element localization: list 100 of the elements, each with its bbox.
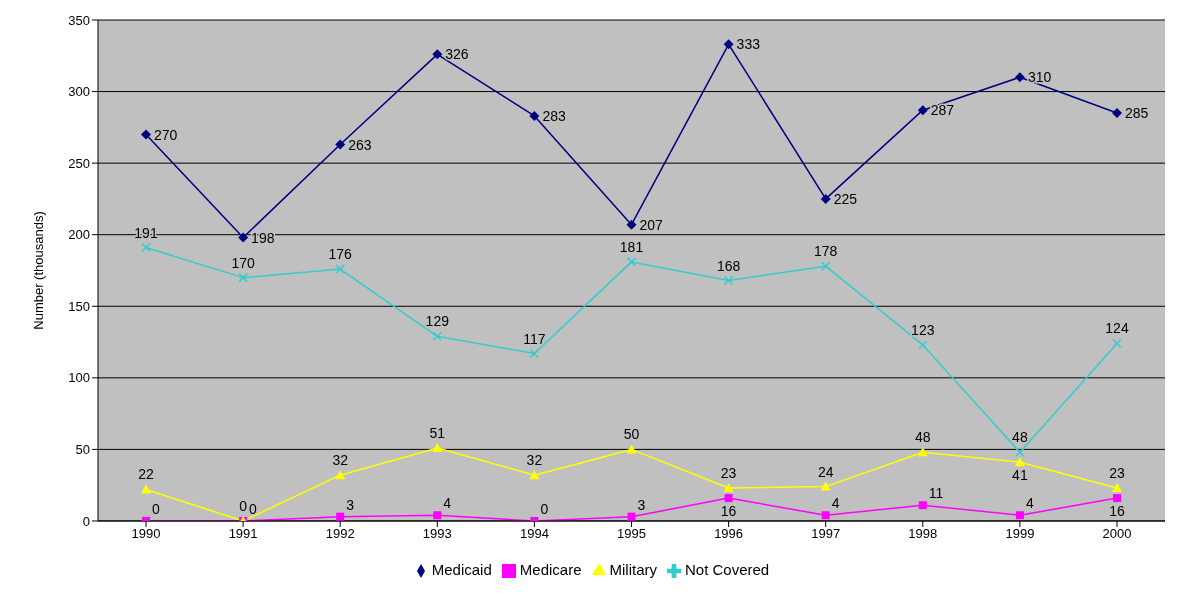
data-label: 22: [138, 466, 154, 483]
point: [1015, 447, 1025, 458]
point: [917, 447, 928, 457]
data-label: 310: [1027, 69, 1052, 86]
data-label: 178: [814, 243, 838, 260]
data-label: 287: [930, 102, 955, 119]
point: [1015, 511, 1024, 520]
legend-label: Medicaid: [431, 560, 492, 578]
point: [918, 340, 928, 350]
point: [238, 272, 248, 283]
data-label: 181: [619, 238, 644, 255]
point: [141, 129, 151, 140]
data-label: 207: [639, 216, 664, 233]
point: [626, 219, 637, 230]
point: [432, 442, 443, 452]
data-label: 23: [1109, 465, 1125, 482]
x-tick-label: 1997: [811, 526, 841, 542]
data-label: 123: [911, 321, 935, 338]
point: [821, 511, 830, 520]
data-label: 225: [833, 190, 858, 207]
data-label: 124: [1105, 320, 1129, 337]
x-tick-label: 1990: [131, 526, 161, 542]
point: [626, 444, 637, 454]
point: [918, 501, 927, 510]
legend-label: Not Covered: [685, 560, 770, 578]
point: [723, 39, 734, 50]
data-label: 48: [915, 429, 931, 446]
point: [1014, 457, 1025, 467]
point: [820, 261, 831, 271]
y-tick-label: 200: [68, 227, 90, 243]
y-tick-label: 100: [68, 370, 90, 386]
y-tick-label: 150: [68, 298, 90, 314]
point: [335, 139, 346, 150]
point: [1112, 483, 1122, 493]
point: [723, 483, 734, 493]
point: [529, 348, 540, 359]
point: [335, 264, 345, 274]
point: [626, 257, 637, 267]
point: [529, 470, 540, 480]
y-tick-label: 0: [82, 513, 90, 529]
data-label: 270: [154, 126, 178, 143]
data-label: 32: [332, 452, 349, 469]
point: [335, 470, 346, 480]
point: [433, 511, 442, 520]
y-tick-label: 350: [68, 12, 90, 28]
data-label: 11: [928, 485, 944, 502]
x-tick-label: 1994: [519, 526, 549, 542]
legend-label: Medicare: [519, 560, 582, 578]
data-label: 0: [540, 500, 549, 517]
point: [336, 512, 345, 521]
data-label: 0: [152, 500, 160, 517]
point: [917, 105, 928, 116]
x-tick-label: 1996: [714, 526, 744, 542]
x-tick-label: 1999: [1005, 526, 1035, 542]
data-label: 50: [623, 426, 640, 443]
y-tick-label: 50: [75, 442, 90, 458]
x-tick-label: 2000: [1102, 526, 1132, 542]
x-tick-label: 1995: [617, 526, 646, 542]
data-label: 129: [425, 313, 450, 330]
data-label: 0: [239, 497, 248, 514]
data-label: 263: [348, 136, 372, 153]
x-tick-label: 1991: [228, 526, 258, 542]
point: [1014, 72, 1025, 83]
y-tick-label: 250: [68, 155, 90, 171]
point: [432, 49, 443, 60]
data-label: 333: [736, 36, 761, 53]
point: [529, 110, 540, 121]
data-label: 4: [443, 495, 452, 512]
data-label: 32: [526, 452, 543, 469]
point: [1113, 494, 1121, 503]
data-label: 3: [637, 496, 646, 513]
data-label: 23: [720, 465, 737, 482]
y-tick-label: 300: [68, 84, 90, 100]
point: [1112, 338, 1122, 349]
data-label: 176: [328, 246, 353, 263]
data-label: 4: [831, 495, 840, 512]
point: [820, 193, 831, 204]
x-tick-label: 1993: [422, 526, 452, 542]
data-label: 51: [429, 424, 446, 441]
data-label: 16: [1109, 503, 1125, 520]
data-label: 3: [346, 496, 355, 513]
data-label: 16: [720, 503, 737, 520]
point: [723, 275, 734, 286]
x-tick-label: 1992: [325, 526, 355, 542]
point: [627, 512, 636, 521]
data-label: 285: [1125, 105, 1149, 122]
data-label: 24: [817, 463, 834, 480]
point: [820, 481, 831, 491]
point: [1112, 108, 1122, 119]
data-label: 4: [1025, 495, 1034, 512]
y-axis-title: Number (thousands): [30, 211, 46, 330]
point: [141, 242, 151, 253]
legend-label: Military: [609, 560, 657, 578]
data-label: 0: [249, 500, 258, 517]
data-label: 41: [1012, 467, 1028, 484]
point: [238, 232, 249, 243]
data-label: 283: [542, 107, 566, 124]
data-label: 48: [1012, 429, 1028, 446]
point: [724, 494, 733, 503]
data-label: 326: [445, 46, 469, 63]
